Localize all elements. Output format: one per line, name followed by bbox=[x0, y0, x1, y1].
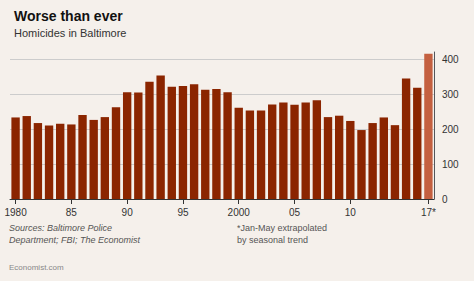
svg-text:300: 300 bbox=[442, 89, 459, 100]
svg-text:Sources: Baltimore Police: Sources: Baltimore Police bbox=[9, 223, 112, 233]
svg-text:10: 10 bbox=[345, 207, 357, 218]
svg-text:*Jan-May extrapolated: *Jan-May extrapolated bbox=[237, 223, 327, 233]
svg-text:Worse than ever: Worse than ever bbox=[14, 8, 123, 24]
svg-text:100: 100 bbox=[442, 159, 459, 170]
svg-text:Homicides in Baltimore: Homicides in Baltimore bbox=[14, 27, 126, 39]
svg-text:2000: 2000 bbox=[228, 207, 251, 218]
svg-text:1980: 1980 bbox=[4, 207, 27, 218]
svg-text:85: 85 bbox=[66, 207, 78, 218]
svg-text:05: 05 bbox=[289, 207, 301, 218]
svg-text:200: 200 bbox=[442, 124, 459, 135]
svg-text:400: 400 bbox=[442, 54, 459, 65]
svg-text:0: 0 bbox=[442, 194, 448, 205]
svg-text:Department; FBI; The Economist: Department; FBI; The Economist bbox=[9, 235, 141, 245]
svg-text:90: 90 bbox=[122, 207, 134, 218]
svg-text:by seasonal trend: by seasonal trend bbox=[237, 235, 308, 245]
svg-text:17*: 17* bbox=[421, 207, 436, 218]
svg-text:Economist.com: Economist.com bbox=[9, 263, 64, 272]
svg-text:95: 95 bbox=[177, 207, 189, 218]
